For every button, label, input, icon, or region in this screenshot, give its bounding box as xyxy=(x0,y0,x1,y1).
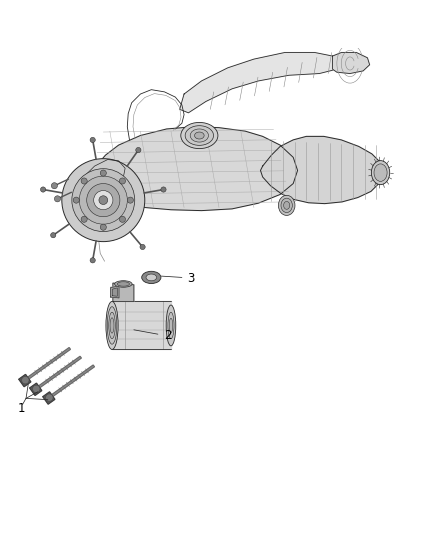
Ellipse shape xyxy=(284,201,290,209)
Circle shape xyxy=(46,394,53,401)
Polygon shape xyxy=(19,374,31,387)
Circle shape xyxy=(161,187,166,192)
Circle shape xyxy=(136,148,141,152)
Ellipse shape xyxy=(106,302,118,350)
Ellipse shape xyxy=(166,305,176,346)
Circle shape xyxy=(94,190,113,210)
Text: 1: 1 xyxy=(18,402,25,415)
Polygon shape xyxy=(111,286,119,298)
Circle shape xyxy=(127,197,134,203)
Circle shape xyxy=(90,258,95,263)
Polygon shape xyxy=(71,127,297,211)
Polygon shape xyxy=(77,159,125,197)
Circle shape xyxy=(32,385,40,393)
Ellipse shape xyxy=(169,318,173,333)
Ellipse shape xyxy=(190,129,208,142)
Ellipse shape xyxy=(109,312,115,338)
Polygon shape xyxy=(38,356,81,388)
Polygon shape xyxy=(261,136,383,204)
Ellipse shape xyxy=(281,198,292,213)
Polygon shape xyxy=(27,348,71,379)
Circle shape xyxy=(120,178,126,184)
Text: 3: 3 xyxy=(187,272,195,285)
Ellipse shape xyxy=(115,281,132,287)
Ellipse shape xyxy=(107,306,117,344)
Circle shape xyxy=(40,187,46,192)
Polygon shape xyxy=(43,392,55,404)
Circle shape xyxy=(100,224,106,230)
Polygon shape xyxy=(51,365,95,397)
Ellipse shape xyxy=(279,195,295,215)
Circle shape xyxy=(100,170,106,176)
Circle shape xyxy=(81,178,87,184)
Circle shape xyxy=(54,196,60,202)
Polygon shape xyxy=(30,383,42,395)
Circle shape xyxy=(120,216,126,222)
Ellipse shape xyxy=(168,312,174,338)
Circle shape xyxy=(81,216,87,222)
Circle shape xyxy=(73,197,79,203)
Circle shape xyxy=(79,176,127,224)
Polygon shape xyxy=(180,53,341,113)
Circle shape xyxy=(87,183,120,217)
Circle shape xyxy=(51,232,56,238)
Ellipse shape xyxy=(110,318,114,333)
Polygon shape xyxy=(113,283,134,302)
Circle shape xyxy=(72,169,135,231)
Ellipse shape xyxy=(185,126,214,146)
Ellipse shape xyxy=(374,164,387,181)
Polygon shape xyxy=(113,288,117,296)
Ellipse shape xyxy=(146,274,157,281)
Ellipse shape xyxy=(142,271,161,284)
Ellipse shape xyxy=(371,160,390,184)
Ellipse shape xyxy=(194,132,204,139)
Circle shape xyxy=(51,183,57,189)
Polygon shape xyxy=(332,53,370,74)
Circle shape xyxy=(140,244,145,249)
Circle shape xyxy=(62,159,145,241)
Circle shape xyxy=(21,376,29,384)
Text: 2: 2 xyxy=(164,329,172,342)
Ellipse shape xyxy=(181,123,218,149)
Circle shape xyxy=(99,196,108,205)
Circle shape xyxy=(90,138,95,142)
Ellipse shape xyxy=(117,282,130,286)
Polygon shape xyxy=(112,302,171,350)
